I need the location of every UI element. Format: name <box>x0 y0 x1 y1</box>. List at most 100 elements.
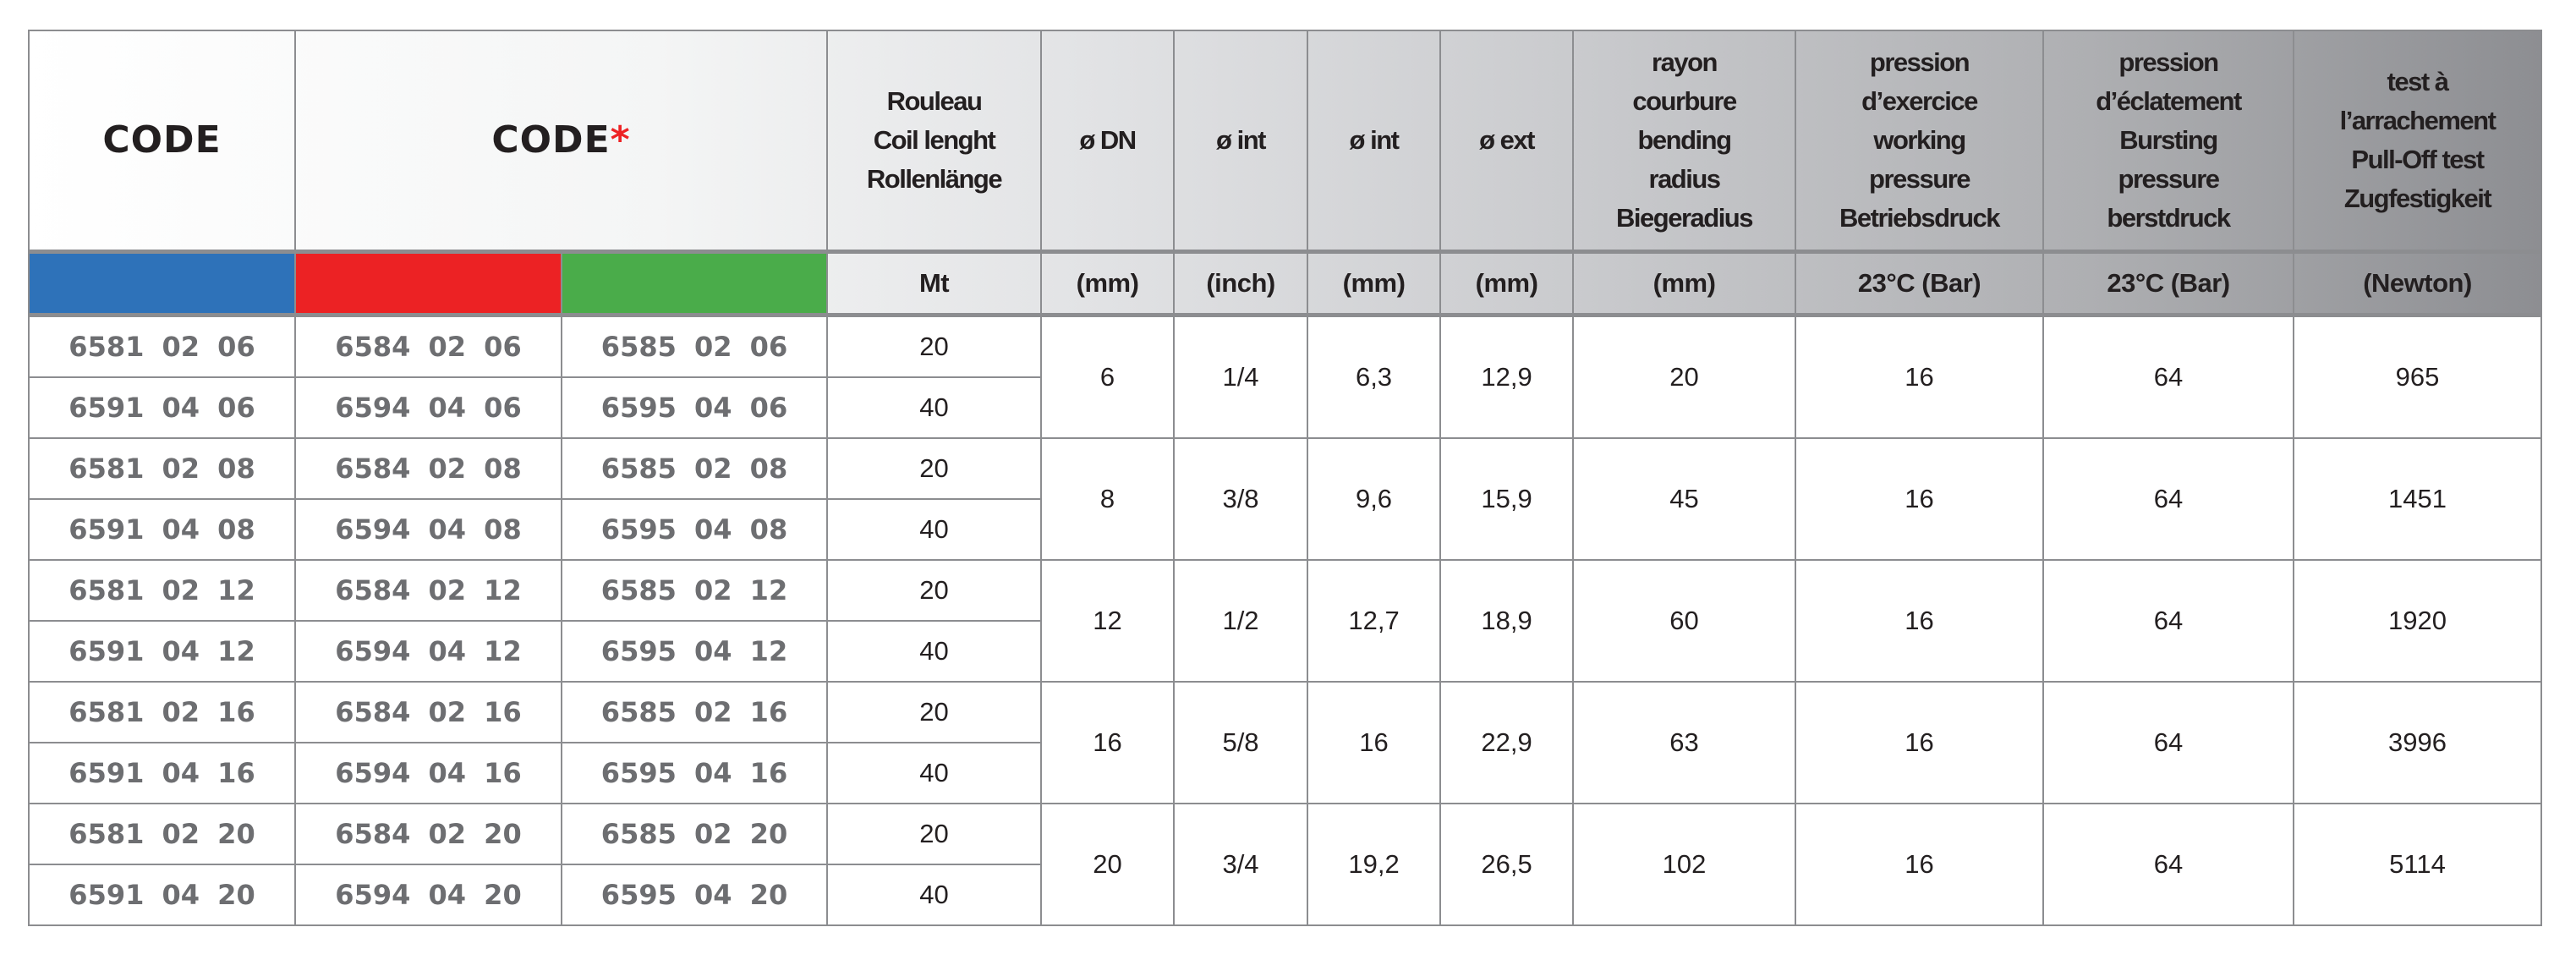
unit-dn: (mm) <box>1040 250 1176 316</box>
code-cell: 6591 04 12 <box>28 620 296 683</box>
ext-cell: 12,9 <box>1439 314 1575 439</box>
code-cell: 6594 04 20 <box>294 864 562 926</box>
coil-length-cell: 20 <box>826 803 1043 865</box>
int-inch-cell: 1/4 <box>1173 314 1309 439</box>
coil-length-cell: 20 <box>826 437 1043 500</box>
coil-length-cell: 40 <box>826 742 1043 804</box>
int-mm-cell: 6,3 <box>1307 314 1442 439</box>
unit-coil-length: Mt <box>826 250 1043 316</box>
table-row: 6581 02 16 6584 02 16 6585 02 16 20 16 5/8 16 2… <box>28 681 2543 804</box>
pull-off-test-cell: 965 <box>2293 314 2543 439</box>
color-swatch-blue <box>28 250 296 316</box>
working-pressure-cell: 16 <box>1795 314 2045 439</box>
dn-cell: 12 <box>1040 559 1176 683</box>
code-cell: 6595 04 12 <box>560 620 829 683</box>
table-row: 6591 04 16 6594 04 16 6595 04 16 40 <box>28 742 2541 804</box>
header-bursting-pressure: pression d’éclatement Bursting pressure … <box>2042 30 2295 253</box>
header-ext: ø ext <box>1439 30 1575 253</box>
ext-cell: 15,9 <box>1439 437 1575 561</box>
code-cell: 6585 02 16 <box>560 681 829 743</box>
header-code-star-label: CODE <box>491 118 611 162</box>
table-row: 6591 04 12 6594 04 12 6595 04 12 40 <box>28 620 2541 683</box>
int-inch-cell: 1/2 <box>1173 559 1309 683</box>
table-row: 6591 04 20 6594 04 20 6595 04 20 40 <box>28 864 2541 926</box>
header-code: CODE <box>28 30 296 253</box>
header-code-label: CODE <box>102 118 222 162</box>
code-cell: 6585 02 08 <box>560 437 829 500</box>
working-pressure-cell: 16 <box>1795 559 2045 683</box>
code-cell: 6595 04 16 <box>560 742 829 804</box>
code-cell: 6591 04 16 <box>28 742 296 804</box>
pull-off-test-cell: 1920 <box>2293 559 2543 683</box>
pull-off-test-cell: 1451 <box>2293 437 2543 561</box>
dn-cell: 16 <box>1040 681 1176 804</box>
code-cell: 6591 04 08 <box>28 498 296 561</box>
header-row: CODE CODE* Rouleau Coil lenght Rollenlän… <box>28 30 2543 253</box>
pull-off-test-cell: 5114 <box>2293 803 2543 926</box>
bursting-pressure-cell: 64 <box>2042 437 2295 561</box>
code-cell: 6594 04 06 <box>294 376 562 439</box>
coil-length-cell: 40 <box>826 498 1043 561</box>
unit-bending-radius: (mm) <box>1572 250 1797 316</box>
working-pressure-cell: 16 <box>1795 681 2045 804</box>
code-cell: 6591 04 06 <box>28 376 296 439</box>
bursting-pressure-cell: 64 <box>2042 681 2295 804</box>
code-cell: 6594 04 08 <box>294 498 562 561</box>
table-row: 6581 02 12 6584 02 12 6585 02 12 20 12 1/2 12,… <box>28 559 2543 683</box>
code-cell: 6595 04 20 <box>560 864 829 926</box>
bursting-pressure-cell: 64 <box>2042 314 2295 439</box>
code-cell: 6585 02 20 <box>560 803 829 865</box>
asterisk-mark: * <box>610 118 631 162</box>
unit-int-mm: (mm) <box>1307 250 1442 316</box>
working-pressure-cell: 16 <box>1795 803 2045 926</box>
code-cell: 6594 04 12 <box>294 620 562 683</box>
color-swatch-red <box>294 250 562 316</box>
code-cell: 6584 02 16 <box>294 681 562 743</box>
bursting-pressure-cell: 64 <box>2042 559 2295 683</box>
bending-radius-cell: 102 <box>1572 803 1797 926</box>
int-inch-cell: 5/8 <box>1173 681 1309 804</box>
header-code-star: CODE* <box>293 30 829 253</box>
color-swatch-green <box>560 250 829 316</box>
int-mm-cell: 9,6 <box>1307 437 1442 561</box>
code-cell: 6585 02 12 <box>560 559 829 622</box>
int-mm-cell: 12,7 <box>1307 559 1442 683</box>
ext-cell: 26,5 <box>1439 803 1575 926</box>
code-cell: 6581 02 16 <box>28 681 296 743</box>
code-cell: 6581 02 08 <box>28 437 296 500</box>
code-cell: 6595 04 08 <box>560 498 829 561</box>
units-row: Mt (mm) (inch) (mm) (mm) (mm) 23°C (Bar) 23°C (… <box>28 250 2543 316</box>
bending-radius-cell: 20 <box>1572 314 1797 439</box>
coil-length-cell: 20 <box>826 559 1043 622</box>
dn-cell: 8 <box>1040 437 1176 561</box>
coil-length-cell: 40 <box>826 620 1043 683</box>
int-inch-cell: 3/4 <box>1173 803 1309 926</box>
header-coil-length: Rouleau Coil lenght Rollenlänge <box>826 30 1043 253</box>
code-cell: 6595 04 06 <box>560 376 829 439</box>
coil-length-cell: 40 <box>826 864 1043 926</box>
coil-length-cell: 40 <box>826 376 1043 439</box>
code-cell: 6581 02 06 <box>28 314 296 378</box>
table-row: 6581 02 08 6584 02 08 6585 02 08 20 8 3/8 9,6 1… <box>28 437 2543 561</box>
code-cell: 6584 02 12 <box>294 559 562 622</box>
product-spec-table: CODE CODE* Rouleau Coil lenght Rollenlän… <box>28 30 2543 926</box>
dn-cell: 20 <box>1040 803 1176 926</box>
bending-radius-cell: 60 <box>1572 559 1797 683</box>
coil-length-cell: 20 <box>826 681 1043 743</box>
bursting-pressure-cell: 64 <box>2042 803 2295 926</box>
coil-length-cell: 20 <box>826 314 1043 378</box>
int-mm-cell: 19,2 <box>1307 803 1442 926</box>
pull-off-test-cell: 3996 <box>2293 681 2543 804</box>
table-row: 6581 02 20 6584 02 20 6585 02 20 20 20 3/4 19,… <box>28 803 2543 926</box>
unit-pull-off-test: (Newton) <box>2293 250 2543 316</box>
bending-radius-cell: 45 <box>1572 437 1797 561</box>
code-cell: 6594 04 16 <box>294 742 562 804</box>
table-row: 6591 04 08 6594 04 08 6595 04 08 40 <box>28 498 2541 561</box>
code-cell: 6584 02 08 <box>294 437 562 500</box>
int-inch-cell: 3/8 <box>1173 437 1309 561</box>
table-row: 6591 04 06 6594 04 06 6595 04 06 40 <box>28 376 2541 439</box>
table-row: 6581 02 06 6584 02 06 6585 02 06 20 6 1/4 6,3 1… <box>28 314 2543 439</box>
header-working-pressure: pression d’exercice working pressure Bet… <box>1795 30 2045 253</box>
code-cell: 6581 02 20 <box>28 803 296 865</box>
unit-bursting-pressure: 23°C (Bar) <box>2042 250 2295 316</box>
